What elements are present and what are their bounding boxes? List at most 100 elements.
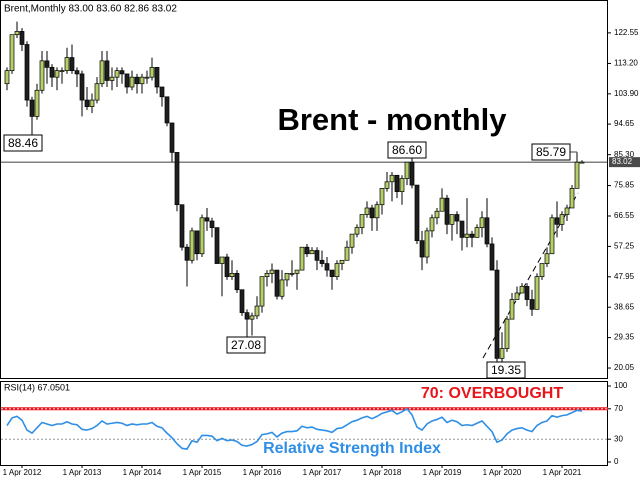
candle-body [544, 253, 550, 264]
candle-body [234, 273, 240, 291]
candle-body [384, 181, 390, 189]
candle-body [289, 273, 295, 275]
candle-body [474, 227, 480, 238]
candle-body [529, 299, 535, 310]
candle-body [499, 348, 505, 359]
candle-body [489, 243, 495, 271]
price-box-label: 83.02 [612, 157, 633, 166]
candle-body [79, 73, 85, 101]
candle-body [504, 318, 510, 349]
candle-body [259, 276, 265, 307]
candle-body [519, 286, 525, 294]
candle-body [509, 299, 515, 320]
candle-body [164, 96, 170, 124]
candle-body [549, 217, 555, 255]
marker-box [226, 336, 266, 354]
candle-body [579, 161, 585, 164]
candle-body [394, 174, 400, 192]
candle-body [184, 246, 190, 261]
candle-body [24, 44, 30, 101]
candle-body [324, 263, 330, 271]
candle-body [14, 31, 20, 36]
price-panel [0, 0, 608, 379]
y-tick-label: 85.30 [614, 150, 635, 159]
candle-body [74, 70, 80, 75]
marker-box [387, 141, 427, 159]
candle-body [539, 263, 545, 277]
y-tick-label: 113.20 [614, 59, 638, 68]
marker-box [531, 143, 571, 161]
x-tick-label: 1 Apr 2012 [3, 468, 42, 477]
overbought-note: 70: OVERBOUGHT [421, 385, 563, 402]
candle-body [29, 99, 35, 117]
candle-body [419, 240, 425, 258]
candle-body [379, 188, 385, 206]
candle-body [239, 289, 245, 313]
candle-body [349, 233, 355, 248]
candle-body [284, 273, 290, 281]
candle-body [119, 70, 125, 75]
y-tick-label: 75.85 [614, 181, 635, 190]
candle-body [374, 204, 380, 219]
candle-body [64, 57, 70, 71]
candle-body [424, 230, 430, 258]
y-tick-label: 20.05 [614, 363, 635, 372]
rsi-title: RSI(14) 67.0501 [4, 382, 70, 392]
candle-body [554, 217, 560, 225]
candle-body [214, 227, 220, 264]
candle-body [304, 246, 310, 255]
candle-body [209, 220, 215, 228]
candle-body [389, 174, 395, 183]
price-box [609, 157, 640, 168]
candle-body [19, 31, 25, 45]
candle-body [309, 250, 315, 255]
rsi-panel [0, 381, 608, 466]
candle-body [34, 89, 40, 117]
candle-body [569, 188, 575, 209]
x-tick-label: 1 Apr 2017 [303, 468, 342, 477]
candle-body [354, 227, 360, 235]
y-tick-label: 66.55 [614, 211, 635, 220]
rsi-note: Relative Strength Index [263, 440, 441, 457]
y-tick-label: 38.65 [614, 302, 635, 311]
candle-body [294, 269, 300, 274]
chart-title: Brent - monthly [277, 102, 507, 137]
candle-body [4, 70, 10, 85]
rsi-tick-label: 30 [614, 434, 623, 443]
y-tick-label: 57.25 [614, 242, 635, 251]
candle-body [429, 217, 435, 232]
candle-body [514, 292, 520, 300]
candle-body [224, 256, 230, 277]
rsi-line [6, 407, 583, 450]
candle-body [459, 220, 465, 238]
candle-body [409, 161, 415, 186]
y-tick-label: 47.95 [614, 272, 635, 281]
candle-body [154, 67, 160, 88]
rsi-tick-label: 70 [614, 404, 623, 413]
candle-body [169, 122, 175, 153]
x-tick-label: 1 Apr 2021 [543, 468, 582, 477]
y-tick-label: 94.65 [614, 119, 635, 128]
y-tick-label: 103.90 [614, 89, 639, 98]
x-tick-label: 1 Apr 2013 [63, 468, 102, 477]
candle-body [124, 73, 130, 88]
candle-body [494, 269, 500, 359]
candle-body [404, 161, 410, 179]
candle-body [444, 197, 450, 225]
candle-body [179, 204, 185, 248]
candle-body [219, 256, 225, 264]
marker-label: 85.79 [536, 145, 566, 159]
candle-body [344, 246, 350, 261]
candle-body [139, 76, 145, 85]
candle-body [564, 207, 570, 215]
candle-body [249, 315, 255, 320]
x-tick-label: 1 Apr 2016 [243, 468, 282, 477]
marker-label: 88.46 [8, 136, 38, 150]
candle-body [359, 214, 365, 228]
candle-body [574, 161, 580, 189]
candle-body [329, 269, 335, 277]
candle-body [114, 70, 120, 78]
candle-body [204, 217, 210, 222]
candle-body [449, 214, 455, 225]
